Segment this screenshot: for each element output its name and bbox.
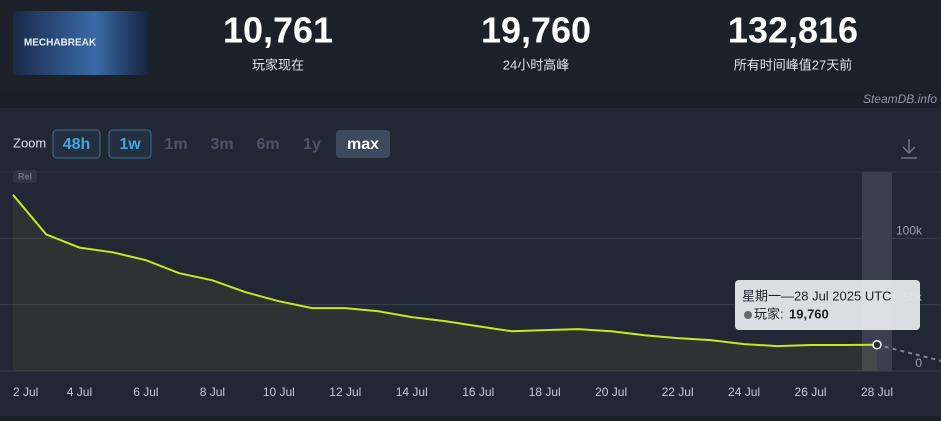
tooltip: 星期一—28 Jul 2025 UTC 玩家: 19,760 xyxy=(735,280,920,330)
projection xyxy=(876,343,941,362)
x-tick-label: 16 Jul xyxy=(462,385,494,399)
x-tick-label: 18 Jul xyxy=(529,385,561,399)
download-icon[interactable] xyxy=(901,139,917,159)
zoom-option[interactable]: 6m xyxy=(256,136,279,153)
x-tick-label: 24 Jul xyxy=(728,385,760,399)
zoom-label: Zoom xyxy=(13,135,46,150)
area xyxy=(13,194,877,371)
x-tick-label: 20 Jul xyxy=(595,385,627,399)
zoom-option[interactable]: 48h xyxy=(63,136,91,153)
chart-panel xyxy=(0,108,941,416)
x-tick-label: 6 Jul xyxy=(133,385,158,399)
zoom-button[interactable] xyxy=(108,129,152,159)
stat-label: 所有时间峰值27天前 xyxy=(734,57,852,72)
x-tick-label: 28 Jul xyxy=(861,385,893,399)
stat-label: 玩家现在 xyxy=(252,57,304,72)
x-tick-label: 26 Jul xyxy=(795,385,827,399)
tooltip-box xyxy=(735,280,920,330)
zoom-option[interactable]: 3m xyxy=(210,136,233,153)
zoom-option[interactable]: 1w xyxy=(119,136,141,153)
hover-band xyxy=(862,172,892,371)
x-tick-label: 2 Jul xyxy=(13,385,38,399)
x-tick-label: 8 Jul xyxy=(200,385,225,399)
zoom-option[interactable]: 1y xyxy=(303,136,321,153)
x-tick-label: 22 Jul xyxy=(662,385,694,399)
x-tick-label: 4 Jul xyxy=(67,385,92,399)
badge-text: Rel xyxy=(18,171,32,181)
stat-value: 132,816 xyxy=(728,10,858,51)
x-tick-label: 12 Jul xyxy=(329,385,361,399)
zoom-button[interactable] xyxy=(336,130,390,158)
game-logo[interactable] xyxy=(13,11,150,75)
y-tick-label: 100k xyxy=(896,224,923,238)
tooltip-series: 玩家: xyxy=(754,306,784,321)
badge xyxy=(13,170,37,183)
zoom-option[interactable]: max xyxy=(347,136,379,153)
line xyxy=(12,194,878,348)
zoom-option[interactable]: 1m xyxy=(164,136,187,153)
zoom-button[interactable] xyxy=(52,129,101,159)
watermark: SteamDB.info xyxy=(863,92,937,106)
tooltip-date: 星期一—28 Jul 2025 UTC xyxy=(742,288,892,303)
stat-value: 19,760 xyxy=(481,10,591,51)
hover-point xyxy=(872,340,882,350)
x-tick-label: 14 Jul xyxy=(396,385,428,399)
tooltip-value: 19,760 xyxy=(789,306,829,321)
download-glyph[interactable] xyxy=(901,139,917,159)
x-tick-label: 10 Jul xyxy=(263,385,295,399)
logo-text: MECHABREAK xyxy=(24,38,97,49)
stat-label: 24小时高峰 xyxy=(503,57,569,72)
tooltip-dot xyxy=(744,311,752,319)
stat-value: 10,761 xyxy=(223,10,333,51)
header-bar xyxy=(0,0,941,92)
y-tick-label: 0 xyxy=(915,356,922,370)
